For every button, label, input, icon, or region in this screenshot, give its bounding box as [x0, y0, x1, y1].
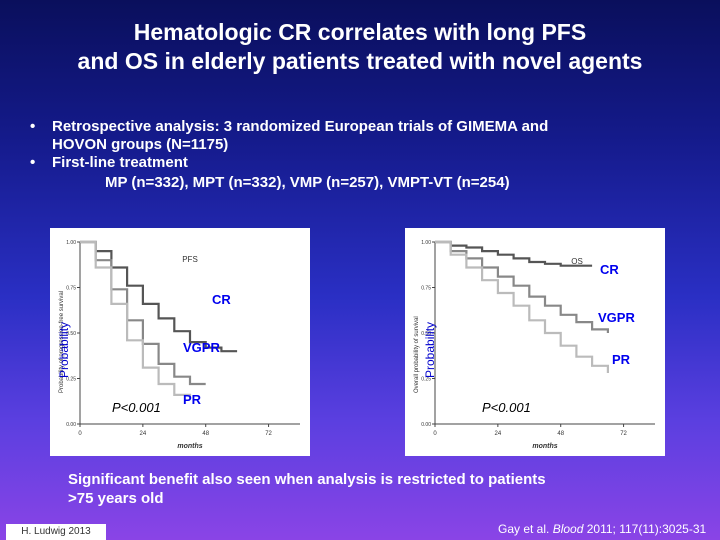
pfs-x-tick-label: 0 [78, 431, 82, 437]
os-x-tick-label: 72 [620, 431, 627, 437]
slide-title: Hematologic CR correlates with long PFS … [0, 18, 720, 76]
bullet-1-text: Retrospective analysis: 3 randomized Eur… [52, 118, 548, 154]
pfs-x-tick-label: 48 [202, 431, 209, 437]
os-pvalue: P<0.001 [482, 400, 531, 415]
os-chart-panel: Overall probability of survival 1.00 0.75 0… [405, 228, 665, 456]
bullet-2: • First-line treatment [30, 154, 690, 172]
pfs-y-tick-label: 0.50 [66, 331, 76, 337]
os-y-tick-label: 0.50 [421, 331, 431, 337]
os-chart-title: OS [571, 257, 583, 266]
bullet-dot-icon: • [30, 154, 36, 171]
citation-authors: Gay et al. [498, 522, 553, 536]
bullet-1-line-2: HOVON groups (N=1175) [52, 136, 229, 153]
bullet-2-subtext: MP (n=332), MPT (n=332), VMP (n=257), VM… [105, 174, 510, 191]
os-x-tick-label: 24 [495, 431, 502, 437]
bullet-list: • Retrospective analysis: 3 randomized E… [30, 118, 690, 192]
os-label-pr: PR [612, 352, 631, 367]
pfs-y-tick-label: 1.00 [66, 240, 76, 246]
bullet-1: • Retrospective analysis: 3 randomized E… [30, 118, 690, 154]
title-line-2: and OS in elderly patients treated with … [77, 48, 643, 74]
os-label-cr: CR [600, 262, 619, 277]
os-y-tick-label: 0.75 [421, 286, 431, 292]
os-y-tick-label: 1.00 [421, 240, 431, 246]
os-inner-y-label: Overall probability of survival [414, 316, 420, 393]
pfs-inner-y-label: Probability of progression-free survival [59, 291, 65, 393]
footer-note: Significant benefit also seen when analy… [68, 470, 668, 508]
pfs-x-tick-label: 72 [265, 431, 272, 437]
os-label-vgpr: VGPR [598, 310, 635, 325]
pfs-label-pr: PR [183, 392, 202, 407]
pfs-chart-panel: Probability of progression-free survival… [50, 228, 310, 456]
citation-details: 2011; 117(11):3025-31 [583, 522, 707, 536]
os-x-tick-label: 0 [433, 431, 437, 437]
pfs-label-vgpr: VGPR [183, 340, 220, 355]
citation-journal: Blood [552, 522, 584, 536]
os-curve-cr [435, 240, 593, 267]
pfs-y-tick-label: 0.75 [66, 286, 76, 292]
title-line-1: Hematologic CR correlates with long PFS [133, 19, 587, 45]
pfs-y-tick-label: 0.25 [66, 377, 76, 383]
pfs-chart-title: PFS [182, 255, 198, 264]
pfs-chart: Probability of progression-free survival… [59, 240, 300, 450]
os-x-axis-label: months [532, 443, 557, 450]
pfs-label-cr: CR [212, 292, 231, 307]
os-curve-pr [435, 240, 609, 373]
pfs-y-axis-label: Probability [57, 321, 71, 378]
bullet-dot-icon: • [30, 118, 36, 135]
pfs-curve-cr [80, 240, 238, 353]
pfs-curve-vgpr [80, 240, 206, 386]
os-y-tick-label: 0.00 [421, 422, 431, 428]
bullet-1-line-1: Retrospective analysis: 3 randomized Eur… [52, 118, 549, 135]
pfs-y-tick-label: 0.00 [66, 422, 76, 428]
citation: Gay et al. Blood 2011; 117(11):3025-31 [498, 522, 706, 536]
footer-line-2: >75 years old [68, 490, 164, 507]
footer-line-1: Significant benefit also seen when analy… [68, 471, 546, 488]
os-y-tick-label: 0.25 [421, 377, 431, 383]
bullet-2-text: First-line treatment [52, 154, 188, 171]
pfs-pvalue: P<0.001 [112, 400, 161, 415]
os-x-tick-label: 48 [557, 431, 564, 437]
os-chart: Overall probability of survival 1.00 0.75 0… [414, 240, 655, 450]
os-y-axis-label: Probability [423, 321, 437, 378]
author-credit: H. Ludwig 2013 [6, 524, 106, 540]
pfs-x-tick-label: 24 [140, 431, 147, 437]
pfs-x-axis-label: months [177, 443, 202, 450]
pfs-curve-pr [80, 240, 192, 399]
